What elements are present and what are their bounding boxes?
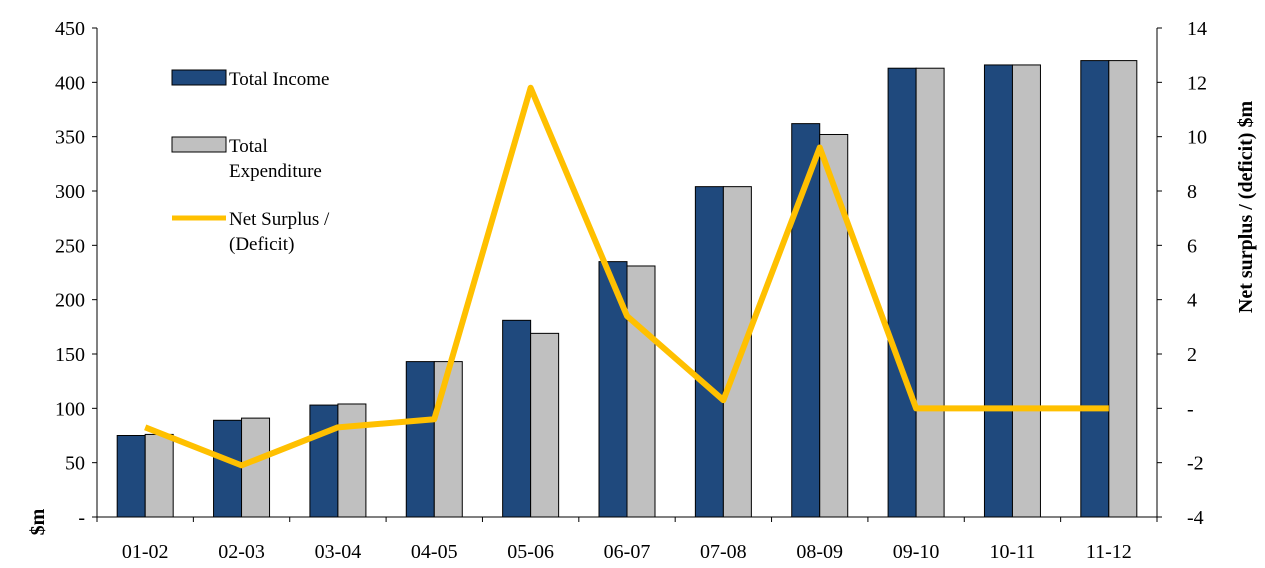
x-tick-label: 02-03 [218,541,265,563]
bar-expenditure [722,186,752,518]
left-tick-label: 300 [55,181,85,203]
legend-label: Net Surplus / [229,209,330,230]
bar-expenditure [1108,60,1138,518]
bar-expenditure [337,403,367,518]
legend: Total Income Total Expenditure Net Surplus … [171,69,330,255]
bar-income [213,419,243,518]
x-tick-label: 03-04 [315,541,362,563]
bar-expenditure [433,361,463,518]
bar-income [502,319,532,518]
legend-label: Total [229,136,268,157]
left-tick-label: 50 [65,453,85,475]
left-tick-label: 200 [55,290,85,312]
x-tick-label: 10-11 [989,541,1035,563]
bar-income [309,404,339,518]
tick-labels: -50100150200250300350400450-4-2-24681012… [55,18,1207,563]
right-tick-label: 2 [1187,344,1197,366]
x-tick-label: 04-05 [411,541,458,563]
bars-layer [116,60,1138,518]
left-axis-title: $m [27,508,49,535]
x-tick-label: 06-07 [604,541,651,563]
legend-label: (Deficit) [229,234,294,255]
right-axis-title: Net surplus / (deficit) $m [1235,101,1257,314]
right-tick-label: 14 [1187,18,1207,40]
left-tick-label: 250 [55,235,85,257]
left-tick-label: 450 [55,18,85,40]
legend-swatch-income [171,69,227,86]
bar-income [116,435,146,518]
x-tick-label: 07-08 [700,541,747,563]
left-tick-label: 150 [55,344,85,366]
bar-expenditure [241,417,271,518]
right-tick-label: 4 [1187,290,1197,312]
bar-expenditure [819,133,849,518]
legend-swatch-expenditure [171,136,227,153]
x-tick-label: 09-10 [893,541,940,563]
bar-expenditure [626,265,656,518]
right-tick-label: 10 [1187,127,1207,149]
bar-income [405,361,435,518]
legend-label: Expenditure [229,161,322,182]
right-tick-label: 8 [1187,181,1197,203]
right-tick-label: 12 [1187,72,1207,94]
x-tick-label: 11-12 [1086,541,1132,563]
bar-expenditure [144,433,174,518]
x-tick-label: 05-06 [507,541,554,563]
left-tick-label: 400 [55,72,85,94]
right-tick-label: -2 [1187,453,1204,475]
bar-expenditure [1011,64,1041,518]
bar-expenditure [915,67,945,518]
right-tick-label: - [1187,398,1194,420]
left-tick-label: 100 [55,398,85,420]
legend-label: Total Income [229,69,330,90]
bar-income [1080,60,1110,518]
x-tick-label: 01-02 [122,541,169,563]
left-tick-label: - [78,507,85,529]
bar-expenditure [530,332,560,518]
bar-income [694,186,724,518]
right-tick-label: -4 [1187,507,1204,529]
x-tick-label: 08-09 [796,541,843,563]
bar-income [983,64,1013,518]
right-tick-label: 6 [1187,235,1197,257]
line-layer [144,84,1109,469]
bar-income [887,67,917,518]
left-tick-label: 350 [55,127,85,149]
